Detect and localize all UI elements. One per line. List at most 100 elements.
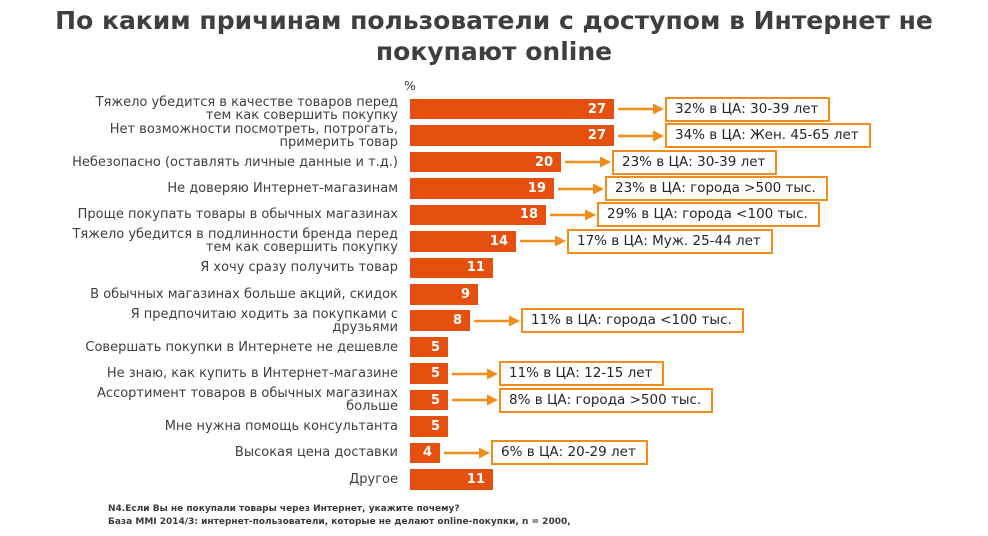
chart-row: В обычных магазинах больше акций, скидок… <box>68 281 980 307</box>
annotation-callout: 32% в ЦА: 30-39 лет <box>617 96 831 122</box>
arrow-right-icon <box>519 235 567 247</box>
bar-value-label: 9 <box>460 286 470 302</box>
category-label: Другое <box>349 471 398 487</box>
chart-row: Тяжело убедится в подлинности бренда пер… <box>68 228 980 254</box>
bar-area: 19 23% в ЦА: города >500 тыс. <box>410 176 980 202</box>
arrow-right-icon <box>473 315 521 327</box>
bar-value-label: 8 <box>452 313 462 329</box>
chart-rows: Тяжело убедится в качестве товаров перед… <box>68 96 980 493</box>
annotation-box: 32% в ЦА: 30-39 лет <box>665 96 831 122</box>
bar-value-label: 14 <box>489 233 508 249</box>
bar-value-label: 5 <box>430 339 440 355</box>
bar-area: 20 23% в ЦА: 30-39 лет <box>410 149 980 175</box>
category-label: Проще покупать товары в обычных магазина… <box>77 207 398 223</box>
category-label: Нет возможности посмотреть, потрогать, п… <box>109 121 398 150</box>
annotation-callout: 17% в ЦА: Муж. 25-44 лет <box>519 228 773 254</box>
bar-area: 5 <box>410 416 980 437</box>
category-label: Высокая цена доставки <box>234 445 398 461</box>
chart-row: Проще покупать товары в обычных магазина… <box>68 202 980 228</box>
value-bar: 5 <box>410 336 448 358</box>
annotation-box: 23% в ЦА: города >500 тыс. <box>605 176 828 202</box>
annotation-box: 29% в ЦА: города <100 тыс. <box>597 202 820 228</box>
chart-row: Нет возможности посмотреть, потрогать, п… <box>68 121 980 150</box>
annotation-callout: 6% в ЦА: 20-29 лет <box>443 440 648 466</box>
bar-area: 18 29% в ЦА: города <100 тыс. <box>410 202 980 228</box>
annotation-box: 11% в ЦА: 12-15 лет <box>499 361 665 387</box>
annotation-text: 29% в ЦА: города <100 тыс. <box>607 206 808 223</box>
footnotes: N4.Если Вы не покупали товары через Инте… <box>108 503 571 528</box>
chart-row: Не доверяю Интернет-магазинам 19 23% в Ц… <box>68 175 980 202</box>
arrow-right-icon <box>549 209 597 221</box>
value-bar: 9 <box>410 284 478 305</box>
bar-area: 11 <box>410 257 980 279</box>
percent-axis-unit-label: % <box>404 78 416 93</box>
chart-row: Высокая цена доставки 4 6% в ЦА: 20-29 л… <box>68 440 980 466</box>
value-bar: 14 <box>410 231 516 252</box>
annotation-callout: 23% в ЦА: города >500 тыс. <box>557 176 828 202</box>
value-bar: 8 <box>410 310 470 331</box>
footnote-question: N4.Если Вы не покупали товары через Инте… <box>108 504 460 514</box>
value-bar: 18 <box>410 204 546 226</box>
chart-row: Я хочу сразу получить товар 11 <box>68 255 980 281</box>
chart-row: Не знаю, как купить в Интернет-магазине … <box>68 360 980 387</box>
annotation-box: 17% в ЦА: Муж. 25-44 лет <box>567 228 773 254</box>
category-label: Ассортимент товаров в обычных магазинах … <box>97 386 398 415</box>
footnote-base: База MMI 2014/3: интернет-пользователи, … <box>108 516 571 527</box>
value-bar: 5 <box>410 389 448 411</box>
category-label: В обычных магазинах больше акций, скидок <box>90 286 398 302</box>
value-bar: 11 <box>410 257 493 279</box>
arrow-right-icon <box>451 394 499 406</box>
category-label: Небезопасно (оставлять личные данные и т… <box>72 154 398 170</box>
chart-title-line-1: По каким причинам пользователи с доступо… <box>55 6 933 35</box>
bar-value-label: 4 <box>422 445 432 461</box>
chart-row: Я предпочитаю ходить за покупками с друз… <box>68 308 980 334</box>
annotation-text: 32% в ЦА: 30-39 лет <box>675 100 819 117</box>
annotation-callout: 29% в ЦА: города <100 тыс. <box>549 202 820 228</box>
category-label: Тяжело убедится в качестве товаров перед… <box>95 95 398 124</box>
category-label: Совершать покупки в Интернете не дешевле <box>85 339 398 355</box>
bar-value-label: 20 <box>534 154 553 170</box>
bar-area: 27 32% в ЦА: 30-39 лет <box>410 96 980 122</box>
bar-area: 14 17% в ЦА: Муж. 25-44 лет <box>410 228 980 254</box>
category-label: Не знаю, как купить в Интернет-магазине <box>106 366 398 382</box>
arrow-right-icon <box>443 447 491 459</box>
bar-value-label: 5 <box>430 392 440 408</box>
value-bar: 5 <box>410 416 448 437</box>
bar-value-label: 19 <box>527 181 546 197</box>
value-bar: 19 <box>410 178 554 199</box>
value-bar: 4 <box>410 442 440 464</box>
annotation-box: 23% в ЦА: 30-39 лет <box>612 149 778 175</box>
chart-row: Ассортимент товаров в обычных магазинах … <box>68 387 980 413</box>
bar-value-label: 11 <box>466 260 485 276</box>
category-label: Тяжело убедится в подлинности бренда пер… <box>72 227 398 256</box>
arrow-right-icon <box>617 103 665 115</box>
annotation-callout: 11% в ЦА: города <100 тыс. <box>473 308 744 334</box>
value-bar: 11 <box>410 469 493 490</box>
annotation-text: 23% в ЦА: города >500 тыс. <box>615 180 816 197</box>
category-label: Не доверяю Интернет-магазинам <box>167 181 398 197</box>
annotation-box: 8% в ЦА: города >500 тыс. <box>499 387 714 413</box>
annotation-callout: 8% в ЦА: города >500 тыс. <box>451 387 714 413</box>
annotation-box: 6% в ЦА: 20-29 лет <box>491 440 648 466</box>
annotation-callout: 34% в ЦА: Жен. 45-65 лет <box>617 123 871 149</box>
bar-area: 27 34% в ЦА: Жен. 45-65 лет <box>410 123 980 149</box>
bar-value-label: 5 <box>430 366 440 382</box>
value-bar: 27 <box>410 98 614 120</box>
bar-value-label: 27 <box>587 101 606 117</box>
category-label: Я хочу сразу получить товар <box>200 260 398 276</box>
bar-chart: % Тяжело убедится в качестве товаров пер… <box>68 78 980 493</box>
bar-value-label: 5 <box>430 418 440 434</box>
chart-row: Мне нужна помощь консультанта 5 <box>68 413 980 439</box>
value-bar: 27 <box>410 125 614 146</box>
chart-row: Совершать покупки в Интернете не дешевле… <box>68 334 980 360</box>
annotation-text: 11% в ЦА: города <100 тыс. <box>531 312 732 329</box>
bar-area: 11 <box>410 469 980 490</box>
bar-value-label: 18 <box>519 207 538 223</box>
annotation-box: 11% в ЦА: города <100 тыс. <box>521 308 744 334</box>
annotation-text: 11% в ЦА: 12-15 лет <box>509 365 653 382</box>
chart-title: По каким причинам пользователи с доступо… <box>0 0 988 67</box>
bar-value-label: 11 <box>466 471 485 487</box>
chart-title-line-2: покупают online <box>375 36 613 66</box>
bar-area: 8 11% в ЦА: города <100 тыс. <box>410 308 980 334</box>
